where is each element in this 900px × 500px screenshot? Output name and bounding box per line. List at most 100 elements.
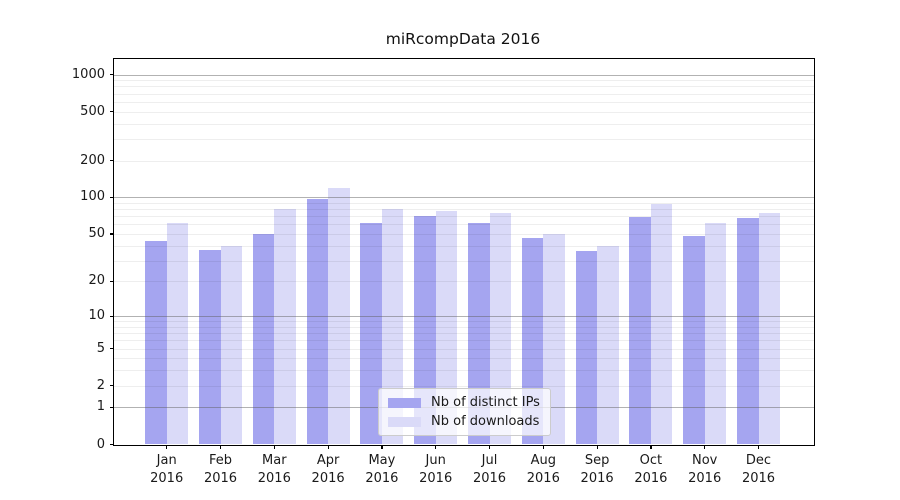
- x-axis-label: Dec 2016: [735, 452, 783, 488]
- bar-ips-mar: [252, 233, 275, 445]
- x-axis-label: Oct 2016: [627, 452, 675, 488]
- x-axis-label-year: 2016: [150, 470, 184, 486]
- bar-ips-feb: [199, 249, 221, 445]
- legend-swatch-downloads: [388, 416, 421, 427]
- x-axis-tick: [273, 444, 275, 449]
- bar-ips-may: [360, 222, 382, 445]
- gridline-minor: [114, 209, 814, 211]
- bar-downloads-may: [381, 208, 404, 445]
- x-axis-label-year: 2016: [526, 470, 560, 486]
- x-axis-tick: [220, 444, 222, 449]
- x-axis-label-year: 2016: [257, 470, 291, 486]
- gridline-minor: [114, 80, 814, 82]
- x-axis-label-year: 2016: [580, 470, 614, 486]
- x-axis-tick: [650, 444, 652, 449]
- x-axis-label-year: 2016: [203, 470, 238, 486]
- x-axis-label-year: 2016: [688, 470, 722, 486]
- y-axis-tick: [110, 444, 114, 446]
- x-axis-label: Jul 2016: [466, 452, 514, 488]
- gridline-minor: [114, 86, 814, 88]
- gridline-major: [114, 74, 814, 76]
- bar-downloads-jan: [166, 223, 189, 445]
- legend-row-distinct-ips: Nb of distinct IPs: [388, 395, 540, 410]
- x-axis-label-year: 2016: [419, 470, 453, 486]
- y-axis-label: 20: [88, 273, 105, 289]
- x-axis-tick: [327, 444, 329, 449]
- y-axis-tick: [110, 74, 114, 76]
- bar-ips-sep: [575, 251, 598, 445]
- bar-ips-nov: [683, 236, 705, 445]
- x-axis-label: Mar 2016: [250, 452, 298, 488]
- y-axis-tick: [110, 315, 114, 317]
- x-axis-label: Aug 2016: [519, 452, 567, 488]
- x-axis-label: Nov 2016: [681, 452, 729, 488]
- y-axis-label: 1000: [71, 66, 105, 82]
- y-axis-tick: [110, 385, 114, 387]
- x-axis-label: Feb 2016: [197, 452, 245, 488]
- gridline-minor: [114, 111, 814, 113]
- gridline-minor: [114, 216, 814, 218]
- x-axis-label: Sep 2016: [573, 452, 621, 488]
- legend-label-downloads: Nb of downloads: [431, 414, 540, 429]
- y-axis-label: 2: [96, 377, 105, 393]
- bar-ips-oct: [629, 216, 651, 445]
- x-axis-label-year: 2016: [472, 470, 507, 486]
- x-axis-label-year: 2016: [365, 470, 399, 486]
- x-axis-tick: [489, 444, 491, 449]
- x-axis-tick: [704, 444, 706, 449]
- bar-downloads-dec: [758, 213, 780, 445]
- bar-downloads-jun: [435, 211, 458, 445]
- plot-area: Nb of distinct IPs Nb of downloads 0 1 2 5 1…: [72, 58, 815, 486]
- legend-label-distinct-ips: Nb of distinct IPs: [431, 395, 540, 410]
- x-axis-tick: [758, 444, 760, 449]
- x-axis-tick: [542, 444, 544, 449]
- y-axis-tick: [110, 233, 114, 235]
- bar-ips-jan: [145, 240, 167, 445]
- gridline-minor: [114, 160, 814, 162]
- x-axis-label-year: 2016: [634, 470, 668, 486]
- y-axis-label: 50: [88, 225, 105, 241]
- x-axis-label: Apr 2016: [304, 452, 352, 488]
- bar-downloads-mar: [274, 209, 296, 445]
- gridline-minor: [114, 202, 814, 204]
- x-axis-label: Jan 2016: [143, 452, 191, 488]
- legend-swatch-distinct-ips: [388, 397, 421, 408]
- x-axis-tick: [596, 444, 598, 449]
- y-axis-tick: [110, 406, 114, 409]
- x-axis-label-year: 2016: [741, 470, 776, 486]
- bar-downloads-sep: [597, 245, 619, 445]
- x-axis-label: Jun 2016: [412, 452, 460, 488]
- gridline-minor: [114, 138, 814, 140]
- chart-title: miRcompData 2016: [385, 30, 541, 48]
- y-axis-label: 0: [96, 436, 105, 452]
- legend: Nb of distinct IPs Nb of downloads: [378, 388, 551, 436]
- bar-ips-apr: [306, 198, 329, 445]
- y-axis-label: 5: [96, 340, 105, 356]
- y-axis-label: 1: [96, 399, 105, 415]
- y-axis-tick: [110, 111, 114, 113]
- legend-row-downloads: Nb of downloads: [388, 414, 540, 429]
- gridline-minor: [114, 101, 814, 103]
- y-axis-label: 200: [80, 152, 105, 168]
- y-axis-tick: [110, 160, 114, 162]
- y-axis-tick: [110, 280, 114, 283]
- x-axis-tick: [435, 444, 437, 449]
- bar-downloads-apr: [328, 188, 350, 445]
- gridline-minor: [114, 123, 814, 125]
- bar-ips-dec: [737, 217, 759, 445]
- y-axis-tick: [110, 196, 114, 199]
- y-axis-label: 100: [80, 189, 105, 205]
- gridline-minor: [114, 93, 814, 95]
- x-axis-label: May 2016: [358, 452, 406, 488]
- y-axis-label: 10: [88, 308, 105, 324]
- y-axis-label: 500: [80, 103, 105, 119]
- gridline-major: [114, 197, 814, 199]
- x-axis-tick: [381, 444, 383, 449]
- y-axis-tick: [110, 348, 114, 350]
- x-axis-tick: [166, 444, 168, 449]
- bar-downloads-feb: [220, 245, 242, 445]
- x-axis-label-year: 2016: [311, 470, 345, 486]
- bar-downloads-jul: [489, 213, 511, 445]
- bar-ips-jun: [414, 216, 436, 445]
